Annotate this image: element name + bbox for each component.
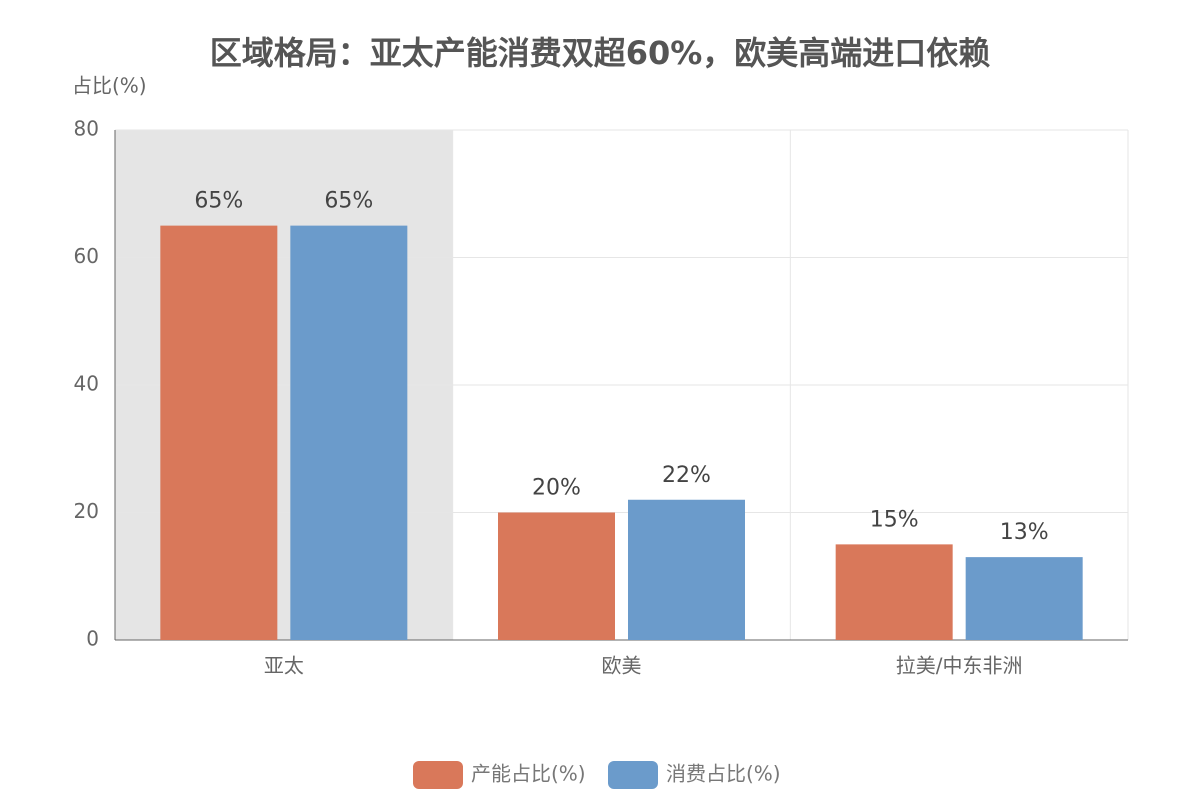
y-tick-label: 40: [74, 372, 99, 396]
legend-label[interactable]: 产能占比(%): [471, 762, 586, 786]
y-tick-label: 60: [74, 244, 99, 268]
value-label: 65%: [194, 189, 243, 214]
legend-swatch[interactable]: [413, 761, 463, 789]
x-tick-label: 欧美: [602, 654, 642, 678]
bar: [965, 557, 1083, 640]
bar: [160, 225, 278, 640]
legend-swatch[interactable]: [608, 761, 658, 789]
y-tick-label: 80: [74, 117, 99, 141]
bar: [835, 544, 953, 640]
y-tick-label: 20: [74, 499, 99, 523]
value-label: 22%: [662, 463, 711, 488]
bar: [290, 225, 408, 640]
value-label: 65%: [324, 189, 373, 214]
x-tick-label: 拉美/中东非洲: [896, 654, 1023, 678]
value-label: 15%: [870, 507, 919, 532]
y-axis-label: 占比(%): [72, 74, 147, 98]
chart-title: 区域格局：亚太产能消费双超60%，欧美高端进口依赖: [210, 34, 991, 72]
value-label: 13%: [1000, 520, 1049, 545]
bar: [498, 512, 615, 640]
bar: [628, 499, 745, 640]
y-tick-label: 0: [86, 627, 99, 651]
legend-label[interactable]: 消费占比(%): [666, 762, 781, 786]
value-label: 20%: [532, 476, 581, 501]
x-tick-label: 亚太: [264, 654, 304, 678]
